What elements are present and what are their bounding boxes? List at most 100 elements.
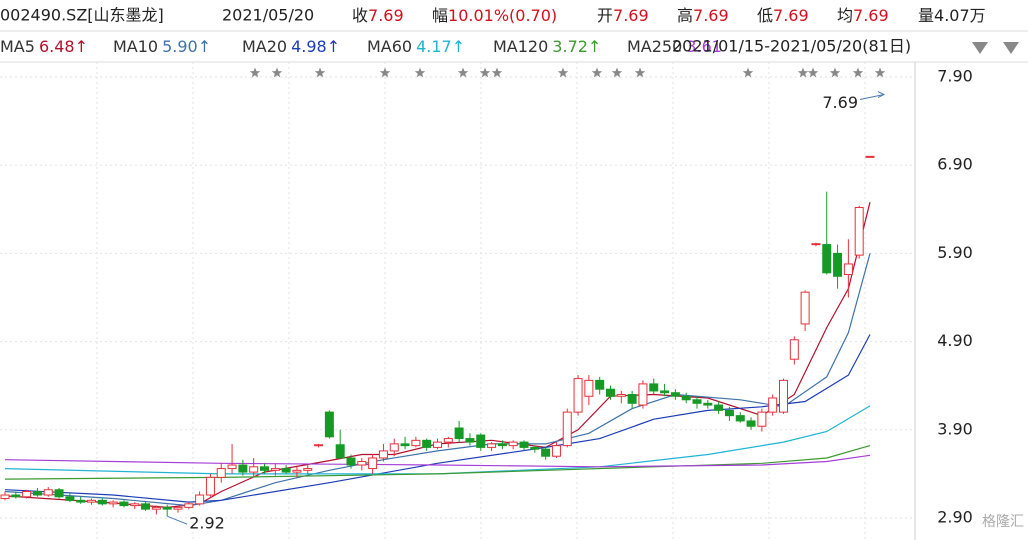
quote-label: 幅 [432, 6, 448, 25]
candle-body [205, 476, 215, 496]
star-icon [457, 67, 469, 78]
quote: 收7.69 [352, 6, 404, 25]
ma-value: 6.48↑ [39, 37, 88, 56]
star-icon [611, 67, 623, 78]
star-icon [379, 67, 391, 78]
star-icon [414, 67, 426, 78]
star-icon [742, 67, 754, 78]
candle-body [87, 499, 96, 503]
quote: 量4.07万 [918, 6, 986, 25]
candle-body [833, 252, 843, 277]
candle-body [443, 438, 453, 443]
candle-body [108, 501, 118, 505]
candle-body [746, 420, 756, 427]
ma-name: MA250 [627, 37, 682, 56]
y-tick-label: 7.90 [937, 66, 973, 85]
star-icon [829, 67, 841, 78]
ma-value: 3.61 [686, 37, 722, 56]
quote-value: 7.69 [368, 6, 404, 25]
watermark: 格隆汇 [982, 514, 1024, 530]
quote-label: 低 [757, 6, 773, 25]
candle-body [768, 397, 778, 413]
candle-body [508, 441, 518, 447]
candle-body [551, 445, 561, 457]
candle-body [281, 468, 291, 473]
ma-value: 4.98↑ [291, 37, 340, 56]
low-pointer [167, 515, 188, 525]
candle-body [303, 468, 313, 471]
star-icon [491, 67, 503, 78]
star-icon [249, 67, 261, 78]
candle-body [195, 494, 205, 505]
candle-body [238, 464, 248, 473]
candle-body [660, 390, 670, 394]
candle-body [389, 443, 399, 452]
candle-body [584, 379, 594, 397]
candle-body [714, 404, 724, 411]
ma-legend: MA5 6.48↑ [0, 37, 88, 56]
candle-body [562, 411, 572, 447]
quote-value: 7.69 [613, 6, 649, 25]
candle-body [270, 468, 280, 471]
candle-body [378, 450, 388, 459]
candle-body [260, 466, 269, 471]
ma-name: MA120 [493, 37, 548, 56]
candle-body [627, 393, 637, 404]
candle-body [487, 443, 497, 448]
candle-body [32, 490, 42, 496]
dropdown-icon[interactable] [972, 42, 988, 54]
ma-value: 4.17↑ [416, 37, 465, 56]
candle-body [670, 392, 680, 397]
y-tick-label: 3.90 [937, 419, 973, 438]
candle-body [368, 457, 378, 470]
candle-body [173, 506, 183, 510]
candle-body [76, 499, 86, 503]
candle-body [854, 207, 864, 256]
candle-body [519, 441, 529, 448]
candle-body [54, 489, 64, 498]
candle-body [141, 503, 151, 510]
candle-body [400, 443, 410, 447]
quote-label: 量 [918, 6, 934, 25]
dropdown-icon[interactable] [1003, 42, 1019, 54]
quote-value: 4.07万 [934, 6, 986, 25]
candle-body [119, 501, 129, 507]
quote-value: 7.69 [773, 6, 809, 25]
low-label: 2.92 [189, 514, 225, 533]
candle-body [822, 244, 832, 274]
ma-name: MA10 [113, 37, 158, 56]
candle-body [151, 506, 161, 510]
candle-body [184, 503, 194, 508]
star-icon [874, 67, 886, 78]
candle-body [0, 494, 10, 500]
quote-label: 均 [837, 6, 853, 25]
candle-body [779, 379, 788, 413]
star-icon [557, 67, 569, 78]
ma-name: MA60 [367, 37, 412, 56]
candle-body [292, 469, 302, 473]
star-icon [797, 67, 809, 78]
date-range: 2021/01/15-2021/05/20(81日) [672, 37, 911, 56]
star-icon [479, 67, 491, 78]
quote-value: 7.69 [693, 6, 729, 25]
high-arrow [859, 94, 885, 101]
ma-legend: MA60 4.17↑ [367, 37, 465, 56]
quote-value: 10.01%(0.70) [448, 6, 557, 25]
candle-body [811, 243, 821, 246]
candle-body [97, 499, 107, 505]
candle-body [249, 466, 259, 473]
candle-body [346, 457, 356, 466]
candle-body [595, 379, 605, 390]
candle-body [22, 490, 32, 498]
candle-body [606, 388, 615, 397]
quote-label: 开 [597, 6, 613, 25]
candle-body [324, 411, 334, 438]
quote: 低7.69 [757, 6, 809, 25]
candle-body [11, 494, 21, 498]
candle-body [422, 439, 432, 448]
candle-body [433, 441, 442, 448]
candle-body [476, 434, 486, 448]
quote-label: 收 [352, 6, 368, 25]
